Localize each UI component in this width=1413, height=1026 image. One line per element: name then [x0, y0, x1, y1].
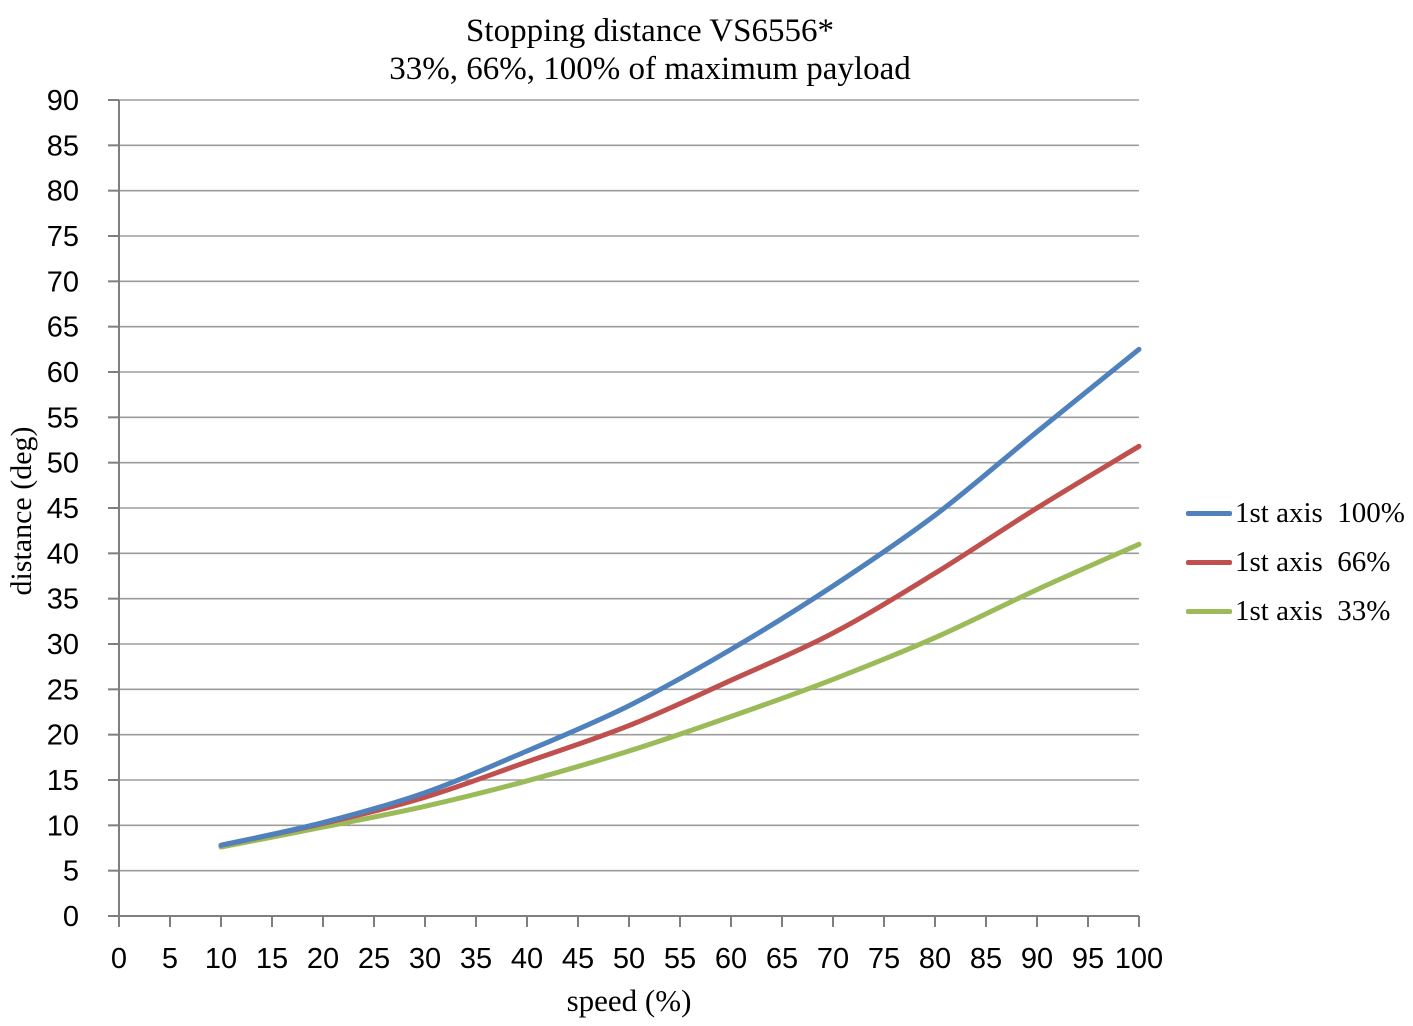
legend-item-66: 1st axis 66% — [1186, 538, 1405, 587]
x-tick-label: 60 — [715, 943, 747, 975]
x-tick-label: 75 — [868, 943, 900, 975]
legend-line-swatch-blue — [1186, 511, 1232, 516]
x-tick-label: 95 — [1072, 943, 1104, 975]
x-tick-label: 70 — [817, 943, 849, 975]
x-tick-label: 20 — [307, 943, 339, 975]
legend-label: 1st axis 33% — [1235, 595, 1391, 627]
y-tick-label: 5 — [63, 856, 79, 888]
y-tick-label: 30 — [47, 629, 79, 661]
y-tick-label: 25 — [47, 674, 79, 706]
x-tick-label: 100 — [1115, 943, 1163, 975]
x-tick-label: 5 — [162, 943, 178, 975]
y-tick-label: 40 — [47, 538, 79, 570]
legend-line-swatch-green — [1186, 609, 1232, 614]
x-tick-label: 40 — [511, 943, 543, 975]
y-tick-label: 45 — [47, 493, 79, 525]
y-tick-label: 75 — [47, 221, 79, 253]
y-tick-label: 55 — [47, 402, 79, 434]
y-tick-label: 60 — [47, 357, 79, 389]
x-tick-label: 25 — [358, 943, 390, 975]
series-line-1st-axis-33 — [218, 541, 1142, 850]
legend-item-33: 1st axis 33% — [1186, 587, 1405, 636]
legend-item-100: 1st axis 100% — [1186, 489, 1405, 538]
chart-title-line2: 33%, 66%, 100% of maximum payload — [389, 51, 911, 87]
y-tick-label: 10 — [47, 810, 79, 842]
x-tick-label: 55 — [664, 943, 696, 975]
legend-line-swatch-red — [1186, 560, 1232, 565]
legend-label: 1st axis 100% — [1235, 497, 1405, 529]
y-tick-label: 90 — [47, 85, 79, 117]
y-tick-label: 85 — [47, 130, 79, 162]
x-tick-label: 15 — [256, 943, 288, 975]
x-tick-label: 50 — [613, 943, 645, 975]
y-tick-label: 20 — [47, 720, 79, 752]
y-tick-label: 80 — [47, 176, 79, 208]
y-axis-title: distance (deg) — [5, 426, 38, 596]
x-tick-label: 80 — [919, 943, 951, 975]
y-tick-label: 65 — [47, 312, 79, 344]
x-tick-label: 35 — [460, 943, 492, 975]
x-tick-label: 90 — [1021, 943, 1053, 975]
y-tick-label: 70 — [47, 266, 79, 298]
y-tick-label: 50 — [47, 448, 79, 480]
x-tick-label: 0 — [111, 943, 127, 975]
legend: 1st axis 100% 1st axis 66% 1st axis 33% — [1186, 489, 1405, 636]
series-line-1st-axis-66 — [218, 443, 1142, 848]
y-tick-label: 15 — [47, 765, 79, 797]
x-tick-label: 30 — [409, 943, 441, 975]
legend-label: 1st axis 66% — [1235, 546, 1391, 578]
chart-title-line1: Stopping distance VS6556* — [466, 13, 834, 49]
x-tick-label: 65 — [766, 943, 798, 975]
x-axis-title: speed (%) — [566, 983, 692, 1018]
x-tick-label: 10 — [205, 943, 237, 975]
y-tick-label: 0 — [63, 901, 79, 933]
chart-title: Stopping distance VS6556* 33%, 66%, 100%… — [0, 12, 1300, 88]
x-tick-label: 85 — [970, 943, 1002, 975]
y-tick-label: 35 — [47, 584, 79, 616]
x-tick-label: 45 — [562, 943, 594, 975]
series-line-1st-axis-100 — [218, 346, 1142, 848]
